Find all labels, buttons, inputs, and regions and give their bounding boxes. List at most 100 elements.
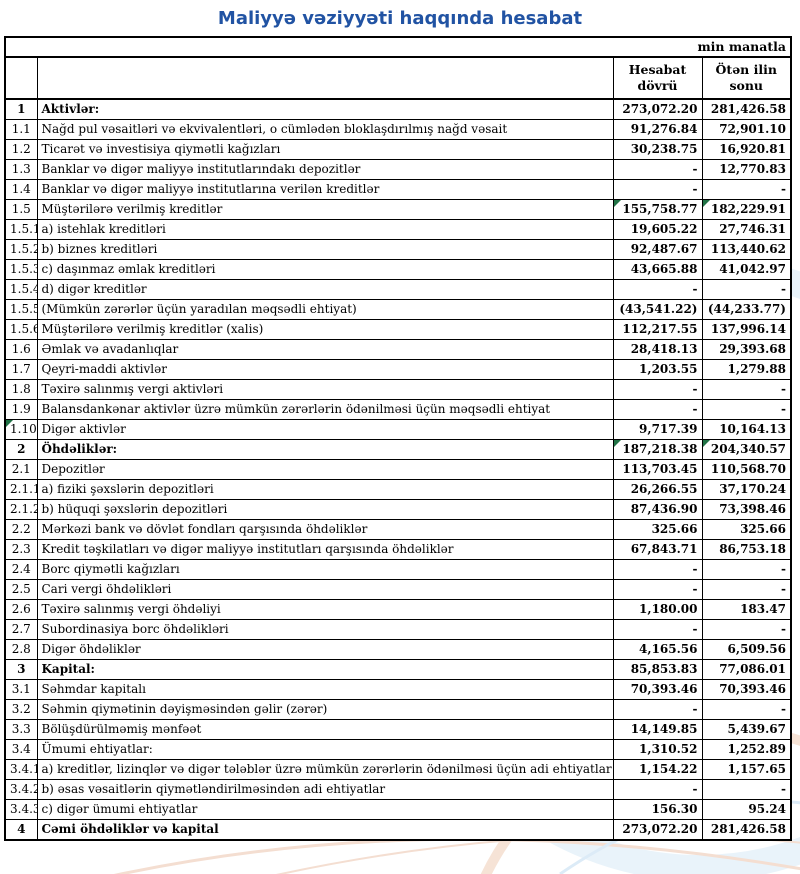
row-value-current: 156.30 [651,801,698,816]
table-row: 2.8 Digər öhdəliklər 4,165.56 6,509.56 [4,639,792,660]
row-number: 2.1.2 [10,501,36,516]
row-value-previous: 325.66 [740,521,786,536]
row-value-current: 273,072.20 [622,101,698,116]
row-label: Balansdankənar aktivlər üzrə mümkün zərə… [41,401,551,416]
row-value-current: - [692,701,698,716]
table-row: 1.6 Əmlak və avadanlıqlar 28,418.13 29,3… [4,339,792,360]
row-value-current: - [692,581,698,596]
table-row: 4 Cəmi öhdəliklər və kapital 273,072.20 … [4,819,792,841]
row-label: d) digər kreditlər [41,281,147,296]
row-label: Ticarət və investisiya qiymətli kağızlar… [41,141,281,156]
row-label: Borc qiymətli kağızları [41,561,180,576]
row-number: 3.4.2 [10,781,36,796]
row-value-current: 155,758.77 [622,201,698,216]
row-label: Subordinasiya borc öhdəlikləri [41,621,229,636]
row-value-current: 19,605.22 [630,221,698,236]
row-label: Səhmin qiymətinin dəyişməsindən gəlir (z… [41,701,328,716]
table-row: 1.4 Banklar və digər maliyyə institutlar… [4,179,792,200]
row-number: 1.5.6 [10,321,36,336]
row-number: 3 [17,661,26,676]
table-row: 1.5.1 a) istehlak kreditləri 19,605.22 2… [4,219,792,240]
row-value-previous: 204,340.57 [710,441,786,456]
row-label: b) hüquqi şəxslərin depozitləri [41,501,228,516]
row-value-current: - [692,161,698,176]
cell-flag-icon [703,200,710,207]
row-label: Nağd pul vəsaitləri və ekvivalentləri, o… [41,121,508,136]
row-number: 4 [17,821,26,836]
row-label: Digər aktivlər [41,421,126,436]
row-value-previous: 37,170.24 [719,481,786,496]
table-row: 2.4 Borc qiymətli kağızları - - [4,559,792,580]
row-value-current: 1,203.55 [639,361,698,376]
row-label: Qeyri-maddi aktivlər [41,361,167,376]
table-row: 1.5 Müştərilərə verilmiş kreditlər 155,7… [4,199,792,220]
table-row: 3.4.1 a) kreditlər, lizinqlər və digər t… [4,759,792,780]
row-label: Müştərilərə verilmiş kreditlər (xalis) [41,321,264,336]
row-value-current: 30,238.75 [630,141,698,156]
row-label: Cəmi öhdəliklər və kapital [41,821,219,836]
row-number: 2.7 [11,621,31,636]
row-value-current: - [692,561,698,576]
row-label: b) biznes kreditləri [41,241,158,256]
table-row: 1.5.5 (Mümkün zərərlər üçün yaradılan mə… [4,299,792,320]
row-value-previous: 86,753.18 [719,541,786,556]
cell-flag-icon [703,440,710,447]
cell-flag-icon [6,420,13,427]
row-label: Təxirə salınmış vergi öhdəliyi [41,601,221,616]
row-value-previous: - [781,621,786,636]
row-label: a) istehlak kreditləri [41,221,166,236]
row-value-previous: - [781,281,786,296]
report-page: Maliyyə vəziyyəti haqqında hesabat min m… [0,8,800,841]
row-number: 3.2 [11,701,31,716]
row-number: 2.6 [11,601,31,616]
header-previous-year: Ötən ilin sonu [701,56,792,100]
row-number: 2.2 [11,521,31,536]
row-number: 3.4.3 [10,801,36,816]
table-row: 2.5 Cari vergi öhdəlikləri - - [4,579,792,600]
row-label: Müştərilərə verilmiş kreditlər [41,201,223,216]
row-number: 1 [17,101,26,116]
row-label: c) digər ümumi ehtiyatlar [41,801,198,816]
cell-flag-icon [614,440,621,447]
row-value-current: 85,853.83 [630,661,698,676]
header-number-blank [4,56,38,100]
table-row: 1.5.6 Müştərilərə verilmiş kreditlər (xa… [4,319,792,340]
row-value-current: 187,218.38 [622,441,698,456]
row-label: Cari vergi öhdəlikləri [41,581,172,596]
row-value-previous: 1,157.65 [727,761,786,776]
row-number: 1.1 [11,121,31,136]
row-number: 2.5 [11,581,31,596]
row-number: 2.3 [11,541,31,556]
table-row: 3.4 Ümumi ehtiyatlar: 1,310.52 1,252.89 [4,739,792,760]
row-number: 1.5.5 [10,301,36,316]
row-number: 3.4 [11,741,31,756]
row-value-current: - [692,181,698,196]
row-number: 1.5.4 [10,281,36,296]
row-number: 3.4.1 [10,761,36,776]
unit-note: min manatla [4,36,792,58]
table-row: 1 Aktivlər: 273,072.20 281,426.58 [4,98,792,120]
row-value-previous: 12,770.83 [719,161,786,176]
financial-position-table: min manatla Hesabat dövrü Ötən ilin sonu… [4,36,792,841]
row-value-current: 1,154.22 [639,761,698,776]
table-row: 2.2 Mərkəzi bank və dövlət fondları qarş… [4,519,792,540]
page-title: Maliyyə vəziyyəti haqqında hesabat [217,8,583,29]
table-header-row: Hesabat dövrü Ötən ilin sonu [4,56,792,100]
row-label: Depozitlər [41,461,105,476]
row-value-current: 325.66 [651,521,698,536]
row-label: a) kreditlər, lizinqlər və digər tələblə… [41,761,612,776]
row-label: Bölüşdürülməmiş mənfəət [41,721,202,736]
row-value-previous: 281,426.58 [710,101,786,116]
table-row: 1.5.2 b) biznes kreditləri 92,487.67 113… [4,239,792,260]
table-row: 2.1 Depozitlər 113,703.45 110,568.70 [4,459,792,480]
row-label: (Mümkün zərərlər üçün yaradılan məqsədli… [41,301,357,316]
row-value-previous: 113,440.62 [710,241,786,256]
table-row: 2.1.2 b) hüquqi şəxslərin depozitləri 87… [4,499,792,520]
row-number: 1.7 [11,361,31,376]
row-label: a) fiziki şəxslərin depozitləri [41,481,214,496]
row-value-previous: 182,229.91 [710,201,786,216]
row-value-previous: 10,164.13 [719,421,786,436]
row-value-current: 28,418.13 [630,341,698,356]
row-number: 3.1 [11,681,31,696]
row-value-current: 273,072.20 [622,821,698,836]
